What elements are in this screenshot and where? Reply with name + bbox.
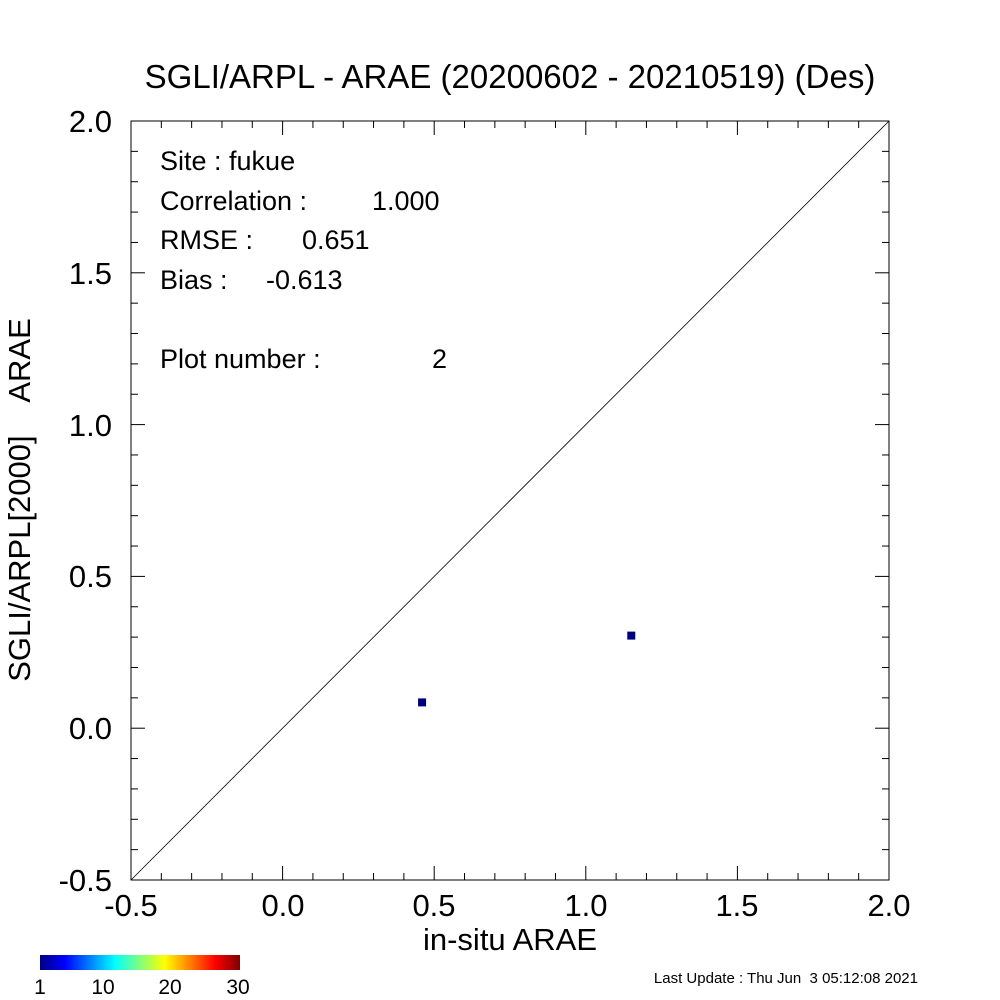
y-tick-label: -0.5: [59, 863, 112, 898]
colorbar: 1 10 20 30: [34, 955, 250, 999]
stat-bias-label: Bias :: [160, 265, 228, 295]
y-tick-label: 1.5: [69, 256, 112, 291]
data-point: [418, 698, 427, 707]
stat-correlation-label: Correlation :: [160, 186, 307, 216]
stat-plot-number-label: Plot number :: [160, 344, 321, 374]
plot-frame: [130, 120, 890, 881]
y-tick-labels: -0.5 0.0 0.5 1.0 1.5 2.0: [59, 104, 112, 898]
data-points: [418, 631, 636, 707]
y-tick-label: 1.0: [69, 408, 112, 443]
x-tick-label: 2.0: [867, 888, 910, 923]
data-point: [627, 631, 636, 640]
x-tick-label: 1.5: [715, 888, 758, 923]
colorbar-tick-label: 10: [91, 976, 114, 999]
x-tick-label: 0.5: [412, 888, 455, 923]
one-to-one-line: [130, 120, 890, 881]
stat-plot-number-value: 2: [432, 344, 447, 374]
colorbar-tick-label: 20: [158, 976, 181, 999]
y-tick-label: 0.0: [69, 711, 112, 746]
stat-rmse-label: RMSE :: [160, 225, 253, 255]
stat-bias-value: -0.613: [266, 265, 343, 295]
y-axis-label: SGLI/ARPL[2000] ARAE: [2, 318, 37, 682]
stat-site-label: Site : fukue: [160, 146, 295, 176]
last-update-text: Last Update : Thu Jun 3 05:12:08 2021: [654, 970, 918, 987]
stat-rmse-value: 0.651: [302, 225, 370, 255]
x-tick-labels: -0.5 0.0 0.5 1.0 1.5 2.0: [104, 888, 910, 923]
stats-box: Site : fukue Correlation : 1.000 RMSE : …: [160, 146, 447, 374]
y-minor-ticks: [131, 150, 889, 851]
x-axis-label: in-situ ARAE: [423, 922, 597, 957]
colorbar-tick-label: 30: [226, 976, 249, 999]
x-tick-label: 1.0: [564, 888, 607, 923]
x-major-ticks: [130, 121, 890, 880]
chart-title: SGLI/ARPL - ARAE (20200602 - 20210519) (…: [145, 58, 876, 95]
stat-correlation-value: 1.000: [372, 186, 440, 216]
x-minor-ticks: [160, 121, 860, 880]
x-tick-label: -0.5: [104, 888, 157, 923]
colorbar-tick-label: 1: [34, 976, 46, 999]
y-tick-label: 2.0: [69, 104, 112, 139]
x-tick-label: 0.0: [261, 888, 304, 923]
y-major-ticks: [131, 120, 889, 881]
y-tick-label: 0.5: [69, 559, 112, 594]
colorbar-gradient: [40, 955, 240, 970]
